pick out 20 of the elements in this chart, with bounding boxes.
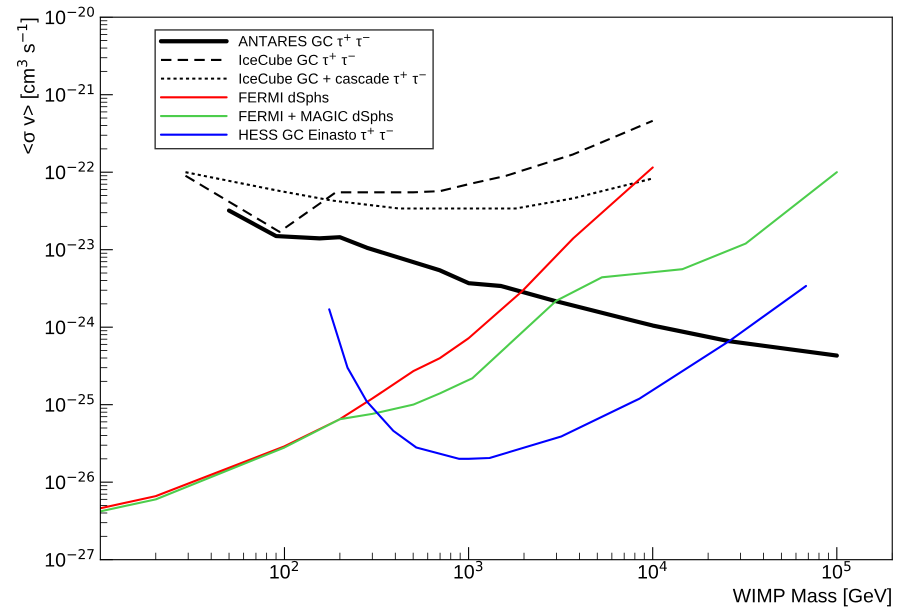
legend-label: FERMI + MAGIC dSphs: [239, 110, 393, 124]
y-tick-label: 10$^{−23}$: [46, 239, 94, 257]
y-tick-label: 10$^{−25}$: [46, 394, 94, 412]
y-axis-title: <σ v> [cm$^{3}$ s$^{−1}$]: [17, 18, 39, 154]
x-axis-title: WIMP Mass [GeV]: [732, 588, 891, 606]
legend-label: HESS GC Einasto τ$^{+}$ τ$^{−}$: [239, 128, 393, 140]
y-tick-label: 10$^{−20}$: [46, 6, 94, 24]
y-tick-label: 10$^{−21}$: [46, 84, 94, 102]
legend-label: ANTARES GC τ$^{+}$ τ$^{−}$: [238, 34, 370, 46]
x-tick-label: 10$^{3}$: [454, 560, 482, 579]
x-tick-label: 10$^{5}$: [822, 561, 851, 579]
legend-label: IceCube GC τ$^{+}$ τ$^{−}$: [240, 52, 355, 66]
legend-label: IceCube GC + cascade τ$^{+}$ τ$^{−}$: [240, 72, 426, 84]
y-tick-label: 10$^{−27}$: [46, 549, 94, 567]
y-tick-label: 10$^{−26}$: [46, 472, 94, 490]
y-tick-label: 10$^{−24}$: [46, 316, 94, 334]
x-tick-label: 10$^{2}$: [270, 560, 298, 579]
legend-label: FERMI dSphs: [239, 92, 329, 106]
y-tick-label: 10$^{−22}$: [46, 162, 94, 180]
x-tick-label: 10$^{4}$: [638, 561, 667, 579]
